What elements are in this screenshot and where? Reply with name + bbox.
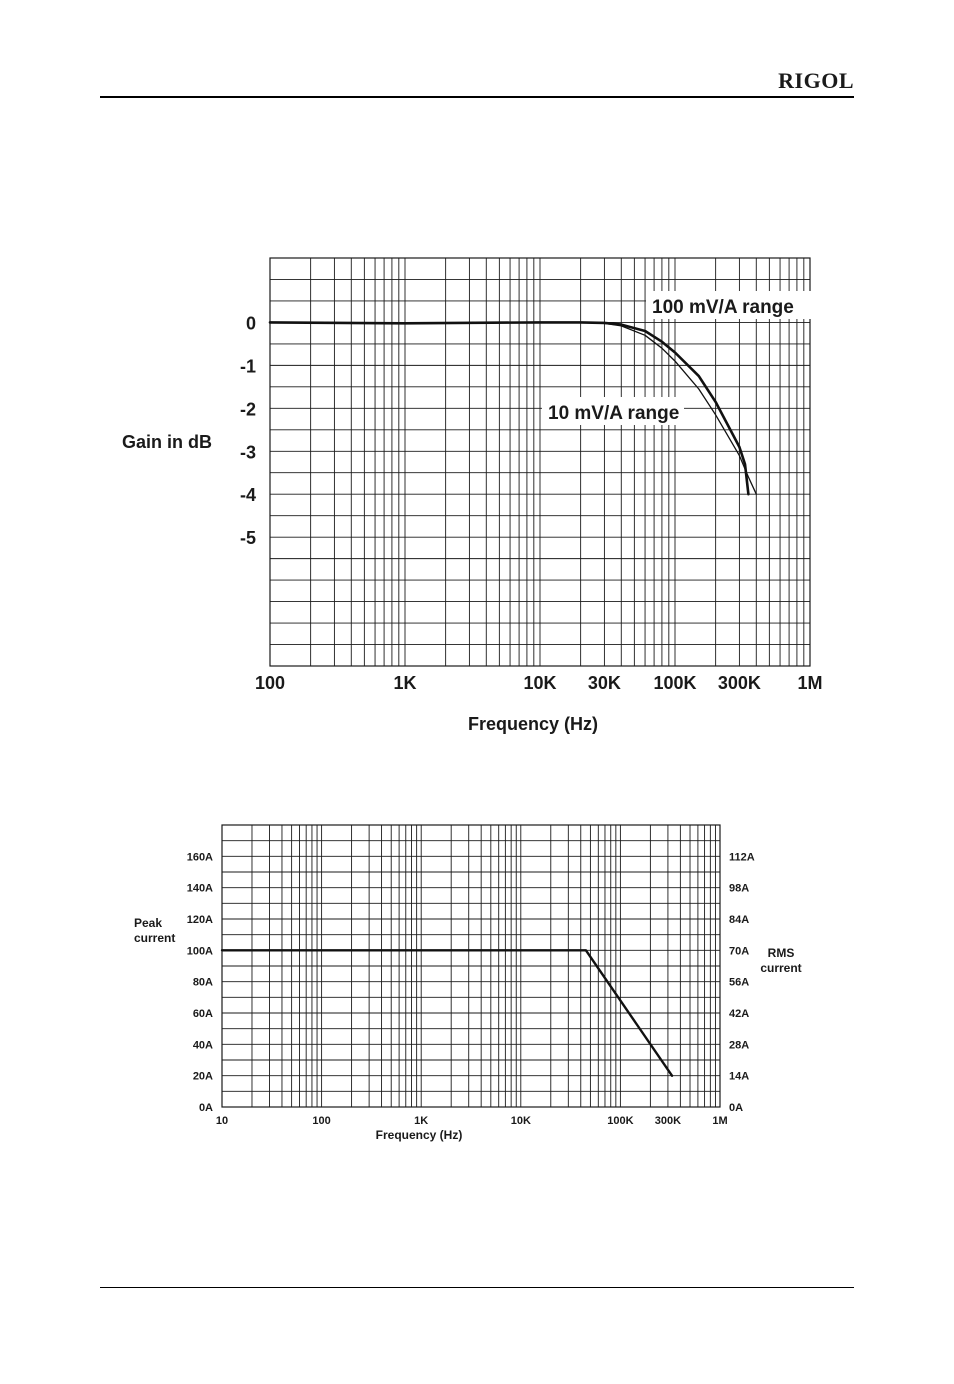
- y2-tick-label: 42A: [729, 1008, 749, 1020]
- y2-tick-label: 112A: [729, 851, 755, 863]
- current-chart: 0A 20A 40A 60A 80A 100A 120A 140A 160A 0A 14A 28A 4…: [134, 824, 802, 1142]
- y-tick-label: -2: [240, 399, 256, 419]
- x-tick-label: 300K: [655, 1115, 681, 1127]
- y-tick-label: -3: [240, 442, 256, 462]
- current-chart-y-label: Peak current: [134, 916, 175, 945]
- current-chart-curves: [220, 949, 674, 1077]
- y-tick-label: 160A: [187, 851, 213, 863]
- gain-chart-annotations: 100 mV/A range 10 mV/A range: [542, 291, 816, 425]
- y-tick-label: 140A: [187, 883, 213, 895]
- x-tick-label: 10K: [523, 673, 556, 693]
- gain-chart-grid: [270, 258, 810, 666]
- y-tick-label: -1: [240, 356, 256, 376]
- footer-rule: [100, 1287, 854, 1288]
- current-chart-grid: [222, 825, 720, 1107]
- current-chart-x-ticks: 10 100 1K 10K 100K 300K 1M: [216, 1115, 728, 1127]
- y2-tick-label: 0A: [729, 1102, 743, 1114]
- x-tick-label: 300K: [718, 673, 761, 693]
- series-annotation: 10 mV/A range: [548, 403, 679, 424]
- x-tick-label: 10K: [511, 1115, 531, 1127]
- gain-chart-x-ticks: 100 1K 10K 30K 100K 300K 1M: [255, 673, 823, 693]
- y-tick-label: 0: [246, 313, 256, 333]
- series-line: [268, 321, 750, 496]
- series-line: [220, 949, 674, 1077]
- y2-tick-label: 14A: [729, 1071, 749, 1083]
- current-chart-frame: [221, 824, 721, 1108]
- brand-logo: RIGOL: [778, 68, 854, 93]
- x-tick-label: 1K: [414, 1115, 428, 1127]
- header-rule: [100, 96, 854, 98]
- y-tick-label: 120A: [187, 914, 213, 926]
- y-tick-label: -4: [240, 485, 256, 505]
- current-chart-y2-ticks: 0A 14A 28A 42A 56A 70A 84A 98A 112A: [729, 851, 755, 1114]
- y2-tick-label: 98A: [729, 883, 749, 895]
- y-tick-label: -5: [240, 528, 256, 548]
- y-tick-label: 20A: [193, 1071, 213, 1083]
- gain-chart-frame: [269, 257, 811, 667]
- x-tick-label: 10: [216, 1115, 228, 1127]
- current-chart-x-label: Frequency (Hz): [376, 1128, 463, 1142]
- x-tick-label: 100: [255, 673, 285, 693]
- annotation-background: [542, 397, 684, 425]
- y2-tick-label: 56A: [729, 977, 749, 989]
- y-tick-label: 0A: [199, 1102, 213, 1114]
- current-chart-y-ticks: 0A 20A 40A 60A 80A 100A 120A 140A 160A: [187, 851, 213, 1114]
- y-tick-label: 40A: [193, 1039, 213, 1051]
- y-tick-label: 60A: [193, 1008, 213, 1020]
- x-tick-label: 30K: [588, 673, 621, 693]
- gain-chart-curves: [268, 321, 757, 496]
- annotation-background: [646, 291, 816, 319]
- gain-chart-y-label: Gain in dB: [122, 432, 212, 452]
- y2-tick-label: 70A: [729, 945, 749, 957]
- current-chart-y2-label: RMS current: [760, 946, 801, 975]
- y-tick-label: 80A: [193, 977, 213, 989]
- x-tick-label: 100: [312, 1115, 330, 1127]
- x-tick-label: 100K: [653, 673, 696, 693]
- y2-tick-label: 84A: [729, 914, 749, 926]
- y-tick-label: 100A: [187, 945, 213, 957]
- x-tick-label: 100K: [607, 1115, 633, 1127]
- x-tick-label: 1M: [797, 673, 822, 693]
- y2-tick-label: 28A: [729, 1039, 749, 1051]
- x-tick-label: 1M: [712, 1115, 727, 1127]
- gain-chart-x-label: Frequency (Hz): [468, 714, 598, 734]
- series-annotation: 100 mV/A range: [652, 297, 794, 318]
- gain-chart-y-ticks: 0 -1 -2 -3 -4 -5: [240, 313, 256, 548]
- x-tick-label: 1K: [393, 673, 416, 693]
